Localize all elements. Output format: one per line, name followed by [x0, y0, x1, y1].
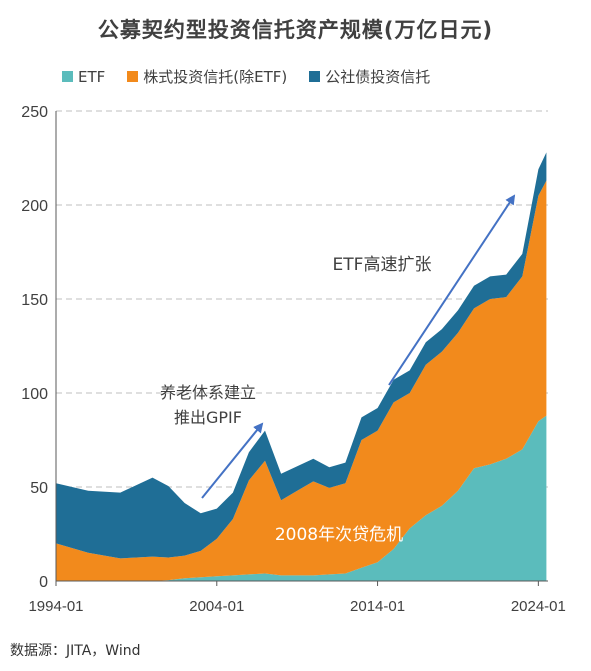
- y-tick-label: 50: [30, 480, 48, 497]
- annotation-gpif-line1: 养老体系建立: [160, 383, 256, 402]
- annotation-arrow-etf: [388, 194, 516, 386]
- legend-item-etf: ETF: [62, 68, 105, 86]
- annotation-arrow-gpif: [201, 422, 264, 499]
- area-series-2: [56, 152, 547, 559]
- annotation-etf-expansion: ETF高速扩张: [333, 255, 432, 275]
- annotation-subprime: 2008年次贷危机: [275, 525, 403, 545]
- y-tick-label: 150: [21, 292, 48, 309]
- area-series-0: [56, 415, 547, 581]
- y-tick-label: 200: [21, 198, 48, 215]
- source-note: 数据源：JITA，Wind: [10, 643, 141, 659]
- x-tick-label: 2014-01: [350, 598, 405, 615]
- annotation-gpif-line2: 推出GPIF: [174, 408, 242, 427]
- legend-item-equity: 株式投资信托(除ETF): [127, 66, 287, 87]
- legend: ETF 株式投资信托(除ETF) 公社债投资信托: [62, 66, 430, 87]
- x-tick-label: 2004-01: [189, 598, 244, 615]
- y-tick-label: 250: [21, 104, 48, 121]
- legend-label-equity: 株式投资信托(除ETF): [143, 68, 288, 86]
- y-tick-label: 0: [39, 574, 48, 591]
- legend-label-etf: ETF: [78, 67, 106, 86]
- legend-swatch-bond: [309, 71, 321, 82]
- y-tick-label: 100: [21, 386, 48, 403]
- legend-swatch-equity: [127, 71, 139, 82]
- x-tick-label: 1994-01: [28, 598, 83, 615]
- legend-item-bond: 公社债投资信托: [309, 66, 430, 87]
- x-tick-label: 2024-01: [511, 598, 566, 615]
- legend-swatch-etf: [62, 71, 73, 82]
- area-series-1: [56, 180, 547, 581]
- legend-label-bond: 公社债投资信托: [325, 68, 431, 86]
- chart-title: 公募契约型投资信托资产规模(万亿日元): [97, 18, 494, 42]
